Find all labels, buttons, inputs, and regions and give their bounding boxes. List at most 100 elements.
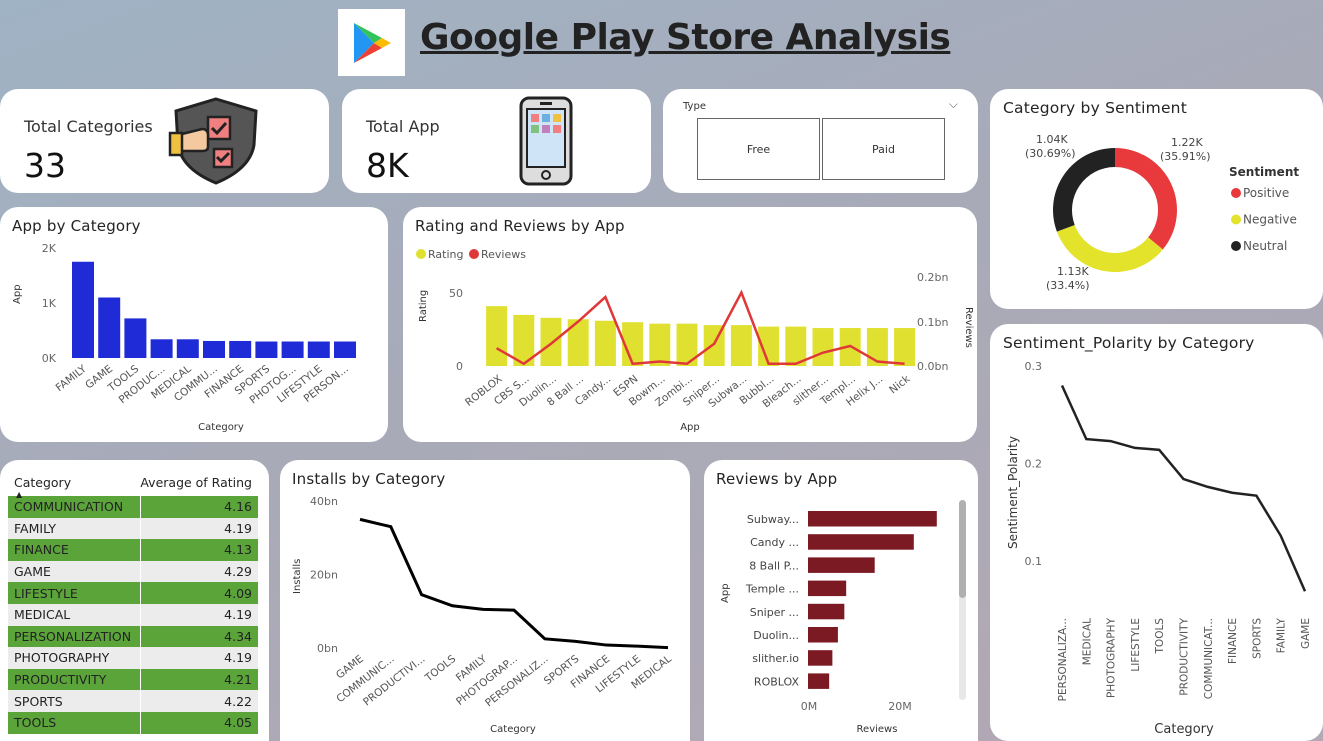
- y2-tick-label: 0.2bn: [917, 271, 948, 284]
- cell-category: FINANCE: [14, 542, 69, 558]
- line-chart: 0.3 0.2 0.1 Sentiment_Polarity PERSONALIZA..…: [1006, 360, 1312, 737]
- scrollbar-track[interactable]: [959, 500, 966, 700]
- chart-title: Reviews by App: [716, 470, 838, 488]
- x-tick-label: FINANCE: [1227, 618, 1239, 664]
- column-header-rating[interactable]: Average of Rating: [140, 474, 252, 490]
- bar: [785, 326, 807, 366]
- x-axis-label: Category: [198, 422, 244, 433]
- cell-category: MEDICAL: [14, 607, 71, 623]
- x-tick-label: COMMUNICAT...: [1203, 618, 1215, 699]
- y-axis-label: Sentiment_Polarity: [1006, 436, 1020, 549]
- bar: [808, 511, 937, 527]
- kpi-label: Total App: [366, 117, 440, 136]
- cell-rating: 4.22: [140, 690, 252, 712]
- table-row[interactable]: COMMUNICATION 4.16: [8, 496, 258, 518]
- bar: [808, 580, 847, 597]
- kpi-total-categories-card: Total Categories 33: [0, 89, 329, 193]
- page-title: Google Play Store Analysis: [420, 17, 951, 58]
- data-label-pct: (35.91%): [1160, 150, 1211, 163]
- table-row[interactable]: MEDICAL 4.19: [8, 603, 258, 626]
- x-tick-label: SPORTS: [1251, 618, 1263, 659]
- donut-slice: [1053, 148, 1115, 232]
- x-tick-label: LIFESTYLE: [1130, 618, 1142, 672]
- cell-rating: 4.19: [140, 647, 252, 669]
- bar: [808, 534, 914, 550]
- legend-title: Sentiment: [1229, 165, 1299, 179]
- bar: [808, 627, 838, 643]
- bar: [486, 306, 508, 366]
- y-axis-label: App: [12, 284, 23, 304]
- bar: [866, 328, 888, 366]
- table-row[interactable]: PERSONALIZATION 4.34: [8, 625, 258, 648]
- type-slicer: Type ⌵ Free Paid: [663, 89, 978, 193]
- checklist-shield-icon: [168, 97, 258, 185]
- table-row[interactable]: PHOTOGRAPHY 4.19: [8, 647, 258, 669]
- bar: [307, 341, 330, 358]
- bar: [124, 318, 147, 358]
- y2-tick-label: 0.1bn: [917, 316, 948, 329]
- bar: [281, 341, 304, 358]
- app-by-category-card: App by Category 2K 1K 0K App FAMILY GAME TOOLS…: [0, 207, 388, 442]
- bar-chart: 2K1K0KAppFAMILYGAMETOOLSPRODUC...MEDICAL…: [12, 242, 356, 433]
- y-tick-label: 50: [449, 287, 463, 300]
- x-tick-label: PRODUCTIVITY: [1179, 617, 1191, 695]
- chart-title: Rating and Reviews by App: [415, 217, 625, 235]
- chart-title: Sentiment_Polarity by Category: [1003, 334, 1255, 352]
- x-tick-label: PHOTOGRAPHY: [1106, 617, 1118, 698]
- table-row[interactable]: TOOLS 4.05: [8, 711, 258, 734]
- legend-label: Positive: [1243, 186, 1289, 200]
- table-row[interactable]: FAMILY 4.19: [8, 517, 258, 540]
- cell-category: LIFESTYLE: [14, 585, 78, 601]
- rating-table-card: Category Average of Rating ▲ COMMUNICATI…: [0, 460, 269, 741]
- data-label-value: 1.13K: [1057, 265, 1089, 278]
- bar: [676, 323, 698, 366]
- y-tick-label: 0: [456, 360, 463, 373]
- legend-rating-label: Rating: [428, 248, 463, 261]
- legend-reviews-label: Reviews: [481, 248, 526, 261]
- horizontal-bar-chart: Subway... Candy ... 8 Ball P... Temple ... S…: [720, 511, 937, 735]
- data-label-pct: (33.4%): [1046, 279, 1090, 292]
- cell-rating: 4.09: [140, 582, 252, 604]
- legend-label: Negative: [1243, 213, 1297, 227]
- legend-rating-dot: [416, 249, 426, 259]
- x-tick-label: FAMILY: [1276, 617, 1288, 653]
- legend-label: Neutral: [1243, 239, 1287, 253]
- play-store-icon: [354, 23, 391, 63]
- cell-category: COMMUNICATION: [14, 499, 124, 515]
- cell-category: PERSONALIZATION: [14, 628, 132, 644]
- y-tick-label: 2K: [42, 242, 57, 255]
- legend-dot: [1231, 188, 1241, 198]
- y-axis-label: Installs: [292, 559, 303, 594]
- y-tick-label: 20bn: [310, 569, 338, 582]
- table-body: COMMUNICATION 4.16 FAMILY 4.19 FINANCE 4.13 GA…: [8, 496, 258, 734]
- x-axis-label: App: [680, 422, 700, 433]
- table-row[interactable]: FINANCE 4.13: [8, 539, 258, 561]
- table-row[interactable]: LIFESTYLE 4.09: [8, 582, 258, 604]
- x-tick-label: MEDICAL: [1081, 618, 1093, 665]
- y2-tick-label: 0.0bn: [917, 360, 948, 373]
- slicer-label: Type: [683, 101, 706, 112]
- slicer-option-paid[interactable]: Paid: [822, 118, 945, 180]
- chevron-down-icon[interactable]: ⌵: [948, 97, 958, 111]
- chart-title: App by Category: [12, 217, 141, 235]
- scrollbar-thumb[interactable]: [959, 500, 966, 598]
- table-row[interactable]: SPORTS 4.22: [8, 690, 258, 712]
- y-tick-label: 0.3: [1025, 360, 1043, 373]
- y-tick-label: 1K: [42, 297, 57, 310]
- y-tick-label: 0bn: [317, 642, 338, 655]
- table-row[interactable]: PRODUCTIVITY 4.21: [8, 668, 258, 691]
- cell-category: PHOTOGRAPHY: [14, 650, 110, 666]
- y-tick-label: 8 Ball P...: [749, 559, 799, 572]
- bar: [513, 314, 535, 366]
- bar: [567, 319, 589, 366]
- y-axis-label: Rating: [418, 290, 429, 322]
- table-row[interactable]: GAME 4.29: [8, 560, 258, 583]
- y-tick-label: Sniper ...: [750, 606, 799, 619]
- cell-rating: 4.13: [140, 539, 252, 561]
- slicer-option-free[interactable]: Free: [697, 118, 820, 180]
- data-label-value: 1.04K: [1036, 133, 1068, 146]
- column-header-category[interactable]: Category: [14, 474, 72, 490]
- bar: [808, 557, 875, 573]
- installs-by-category-card: Installs by Category 40bn 20bn 0bn Installs…: [280, 460, 690, 741]
- bar: [808, 603, 845, 620]
